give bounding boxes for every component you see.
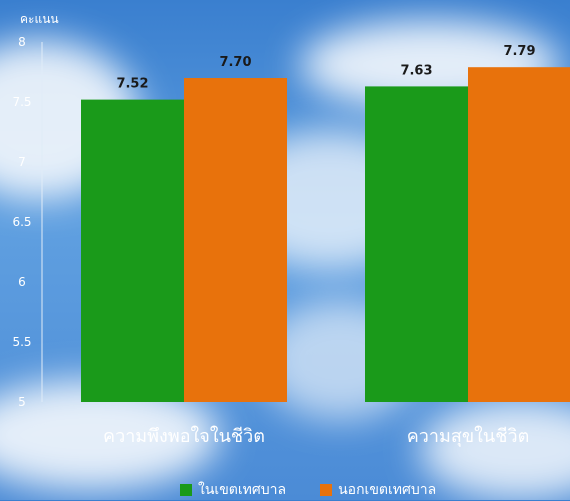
y-tick-label-3: 6.5: [12, 215, 31, 229]
y-axis-label: คะแนน: [20, 12, 59, 26]
y-tick-label-2: 6: [18, 275, 26, 289]
bar-inside-0: [81, 99, 184, 402]
x-category-label-0: ความพึงพอใจในชีวิต: [103, 425, 265, 447]
bar-outside-1: [468, 67, 570, 402]
y-tick-label-1: 5.5: [12, 335, 31, 349]
legend-label-inside: ในเขตเทศบาล: [198, 482, 287, 498]
data-label-inside-1: 7.63: [400, 63, 432, 78]
data-label-outside-1: 7.79: [503, 44, 535, 59]
x-category-label-1: ความสุขในชีวิต: [407, 425, 530, 447]
legend: ในเขตเทศบาล นอกเขตเทศบาล: [180, 479, 436, 501]
legend-item-inside: ในเขตเทศบาล: [180, 479, 286, 501]
y-tick-label-5: 7.5: [12, 95, 31, 109]
legend-label-outside: นอกเขตเทศบาล: [338, 482, 437, 498]
legend-item-outside: นอกเขตเทศบาล: [320, 479, 436, 501]
legend-swatch-orange: [320, 484, 333, 496]
y-tick-label-0: 5: [18, 395, 26, 409]
bar-outside-0: [184, 78, 287, 402]
y-tick-label-6: 8: [18, 35, 26, 49]
bar-inside-1: [365, 86, 468, 403]
data-label-outside-0: 7.70: [219, 55, 251, 70]
legend-swatch-green: [180, 484, 192, 496]
y-tick-label-4: 7: [18, 155, 26, 169]
data-label-inside-0: 7.52: [116, 77, 148, 92]
